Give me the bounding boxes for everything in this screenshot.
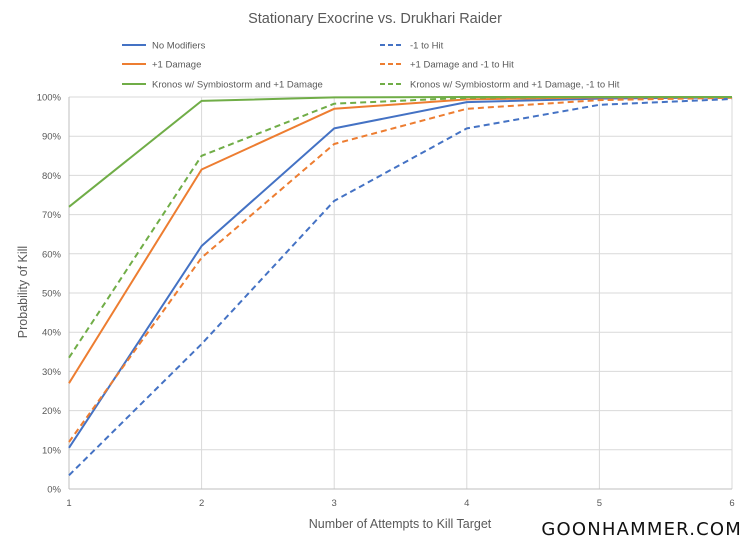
series-lines: [68, 96, 733, 477]
y-tick-label: 10%: [42, 445, 62, 456]
series-line-1: [68, 96, 733, 449]
series-line-2: [68, 98, 733, 477]
x-tick-label: 3: [332, 498, 337, 509]
y-tick-label: 30%: [42, 367, 62, 378]
x-tick-label: 6: [729, 498, 734, 509]
legend-label-5: Kronos w/ Symbiostorm and +1 Damage: [152, 80, 323, 91]
legend: No Modifiers -1 to Hit +1 Damage +1 Damage …: [122, 41, 620, 91]
axes: 0% 10% 20% 30% 40% 50% 60% 70% 80% 90% 100% 1 2 3 4 5 6: [37, 93, 735, 510]
legend-label-4: +1 Damage and -1 to Hit: [410, 60, 514, 71]
series-line-5: [68, 96, 732, 208]
y-tick-label: 40%: [42, 328, 62, 339]
y-tick-label: 80%: [42, 171, 62, 182]
x-tick-label: 2: [199, 498, 204, 509]
legend-label-1: No Modifiers: [152, 41, 206, 52]
legend-label-3: +1 Damage: [152, 60, 201, 71]
y-tick-label: 50%: [42, 289, 62, 300]
x-axis-title: Number of Attempts to Kill Target: [309, 517, 492, 531]
chart-title: Stationary Exocrine vs. Drukhari Raider: [248, 11, 502, 27]
legend-label-6: Kronos w/ Symbiostorm and +1 Damage, -1 …: [410, 80, 620, 91]
legend-label-2: -1 to Hit: [410, 41, 444, 52]
series-line-3: [68, 96, 733, 384]
y-tick-label: 60%: [42, 249, 62, 260]
series-line-4: [68, 96, 733, 443]
x-tick-label: 4: [464, 498, 469, 509]
x-tick-label: 5: [597, 498, 602, 509]
y-tick-label: 70%: [42, 210, 62, 221]
x-tick-label: 1: [66, 498, 71, 509]
watermark: GOONHAMMER.COM: [541, 519, 742, 540]
gridlines: [68, 96, 733, 490]
y-axis-title: Probability of Kill: [16, 246, 30, 338]
y-tick-label: 90%: [42, 132, 62, 143]
series-line-6: [68, 96, 732, 359]
y-tick-label: 100%: [37, 93, 62, 104]
y-tick-label: 20%: [42, 406, 62, 417]
y-tick-label: 0%: [47, 485, 61, 496]
